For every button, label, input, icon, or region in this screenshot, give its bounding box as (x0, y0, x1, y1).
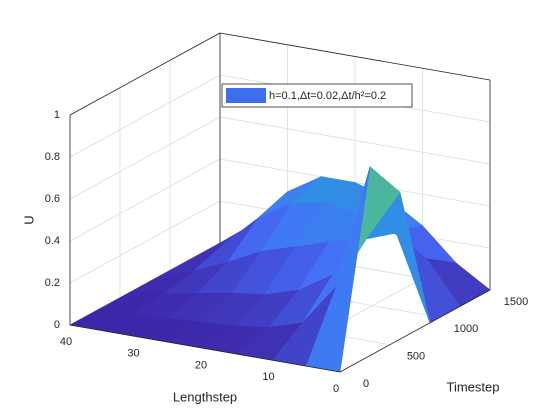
x-tick-label: 20 (195, 359, 207, 371)
grid-line (69, 116, 221, 200)
x-tick-label: 30 (127, 348, 139, 360)
x-tick-label: 40 (60, 336, 72, 348)
x-tick-label: 0 (333, 383, 339, 395)
z-tick-label: 1 (54, 109, 60, 121)
z-tick-label: 0.4 (45, 235, 60, 247)
z-tick-label: 0.6 (45, 193, 60, 205)
y-tick-label: 1000 (454, 323, 478, 335)
x-tick-label: 10 (262, 371, 274, 383)
legend-box (221, 83, 413, 108)
legend-swatch (226, 88, 266, 103)
grid-line (69, 74, 221, 158)
z-tick-label: 0.8 (45, 151, 60, 163)
axis-edge (339, 289, 491, 373)
z-tick-label: 0 (54, 319, 60, 331)
legend-label: h=0.1,Δt=0.02,Δt/h²=0.2 (269, 90, 386, 102)
grid-line (69, 200, 221, 284)
y-tick-label: 1500 (504, 296, 528, 308)
x-axis-label: Lengthstep (173, 389, 237, 404)
surface (69, 166, 491, 373)
y-tick-label: 500 (407, 351, 425, 363)
grid-line (69, 158, 221, 242)
axis-edge (219, 32, 491, 81)
axis-edge (69, 324, 341, 373)
y-axis-label: Timestep (447, 379, 500, 394)
z-axis-label: U (21, 215, 36, 224)
y-tick-label: 0 (363, 378, 369, 390)
legend: h=0.1,Δt=0.02,Δt/h²=0.2 (221, 83, 413, 108)
axis-edge (69, 32, 221, 116)
z-tick-label: 0.2 (45, 277, 60, 289)
